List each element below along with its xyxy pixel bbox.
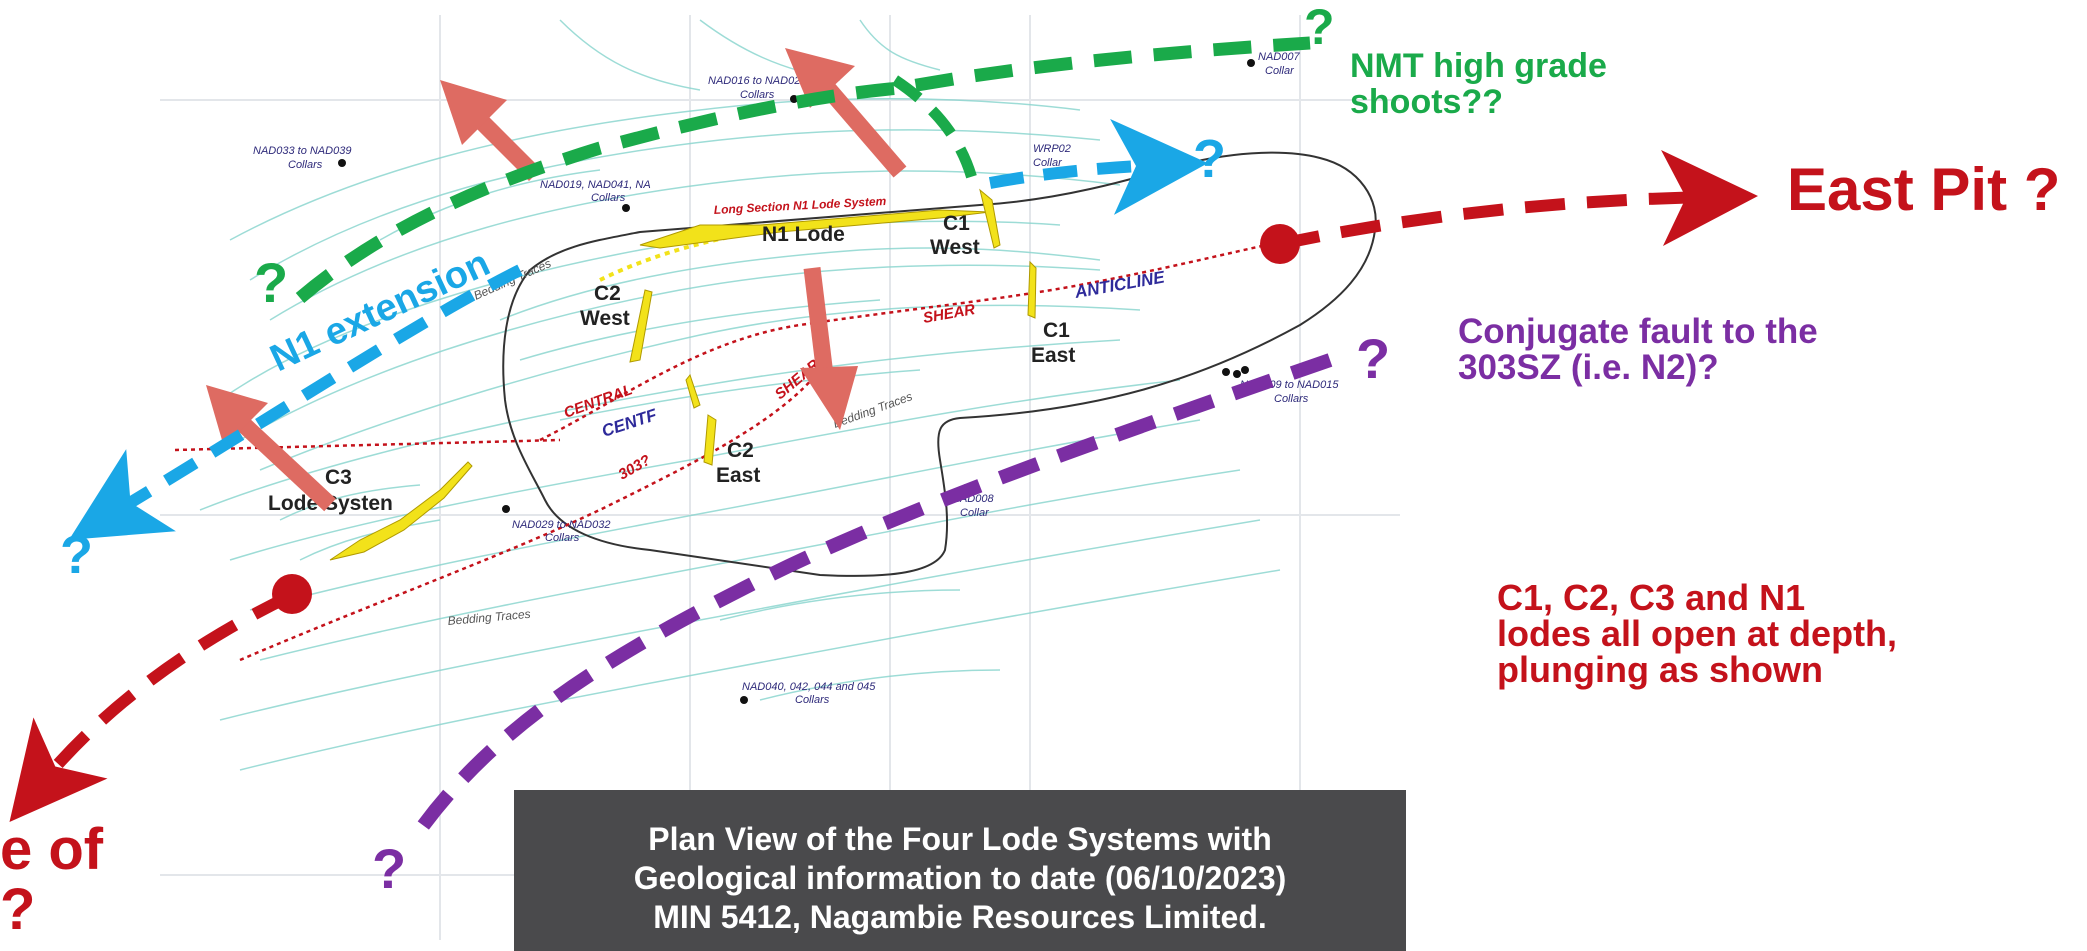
question-mark-green-left: ? bbox=[254, 251, 288, 314]
question-mark-green-top: ? bbox=[1304, 0, 1335, 55]
c1-east-lode-body bbox=[1027, 260, 1037, 319]
bedding-trace-lines bbox=[199, 19, 1281, 771]
label-nad040: NAD040, 042, 044 and 045 bbox=[742, 681, 876, 693]
shear-lines bbox=[174, 240, 1281, 662]
edge-cut-note: e of ? bbox=[0, 817, 104, 942]
nmt-high-grade-note: NMT high grade shoots?? bbox=[1350, 47, 1607, 121]
label-nad019-collars: Collars bbox=[591, 192, 626, 204]
label-wrp02: WRP02 bbox=[1033, 143, 1071, 155]
question-mark-purple-west: ? bbox=[372, 837, 406, 900]
n1-extension-blue-arrow-west bbox=[68, 264, 523, 540]
plunge-arrows bbox=[206, 48, 907, 512]
conjugate-fault-purple-path bbox=[414, 353, 1333, 835]
label-c2-west-2: West bbox=[580, 307, 630, 330]
label-nad016-collars: Collars bbox=[740, 89, 775, 101]
c1-west-lode-body bbox=[979, 188, 1001, 249]
c3-lode-body bbox=[329, 461, 473, 561]
label-nad033: NAD033 to NAD039 bbox=[253, 145, 351, 157]
label-nad019: NAD019, NAD041, NA bbox=[540, 179, 651, 191]
label-c1-east-1: C1 bbox=[1043, 319, 1070, 342]
nmt-green-dashed-branch bbox=[891, 75, 981, 192]
east-pit-red-arrow bbox=[1278, 149, 1758, 250]
east-pit-anchor-dot bbox=[1260, 224, 1300, 264]
label-nad029-collars: Collars bbox=[545, 532, 580, 544]
label-c1-west-1: C1 bbox=[943, 212, 970, 235]
label-nad007: NAD007 bbox=[1258, 51, 1300, 63]
label-nad008-collar: Collar bbox=[960, 507, 990, 519]
east-pit-note: East Pit ? bbox=[1787, 156, 2061, 223]
label-c1-west-2: West bbox=[930, 236, 980, 259]
c2-east-lode-body bbox=[685, 373, 701, 409]
southwest-red-arrow bbox=[9, 590, 293, 823]
question-mark-blue-east: ? bbox=[1193, 129, 1226, 189]
n1-extension-blue-arrow-east bbox=[988, 118, 1208, 215]
c2-west-lode-body bbox=[629, 289, 653, 363]
label-nad040-collars: Collars bbox=[795, 694, 830, 706]
question-mark-blue-west: ? bbox=[60, 525, 93, 585]
title-line-1: Plan View of the Four Lode Systems with bbox=[648, 821, 1272, 857]
title-line-3: MIN 5412, Nagambie Resources Limited. bbox=[653, 899, 1267, 935]
title-line-2: Geological information to date (06/10/20… bbox=[633, 860, 1287, 896]
southwest-anchor-dot bbox=[272, 574, 312, 614]
question-mark-purple-east: ? bbox=[1356, 327, 1390, 390]
label-nad033-collars: Collars bbox=[288, 159, 323, 171]
label-c1-east-2: East bbox=[1031, 344, 1075, 367]
label-nad009-collars: Collars bbox=[1274, 393, 1309, 405]
label-wrp02-collar: Collar bbox=[1033, 157, 1063, 169]
label-c2-east-2: East bbox=[716, 464, 760, 487]
map-title-box: Plan View of the Four Lode Systems with … bbox=[514, 790, 1406, 951]
label-c2-west-1: C2 bbox=[594, 282, 621, 305]
label-nad029: NAD029 to NAD032 bbox=[512, 519, 610, 531]
label-n1-lode: N1 Lode bbox=[762, 223, 845, 246]
label-nad016: NAD016 to NAD028 bbox=[708, 75, 807, 87]
label-c2-east-1: C2 bbox=[727, 439, 754, 462]
label-c3-1: C3 bbox=[325, 466, 352, 489]
label-nad007-collar: Collar bbox=[1265, 65, 1295, 77]
lodes-open-note: C1, C2, C3 and N1 lodes all open at dept… bbox=[1497, 577, 1898, 690]
n1-lode-body bbox=[639, 209, 991, 249]
lode-bodies bbox=[329, 188, 1037, 561]
conjugate-fault-note: Conjugate fault to the 303SZ (i.e. N2)? bbox=[1458, 312, 1818, 387]
c2-east-lower-body bbox=[703, 414, 717, 466]
